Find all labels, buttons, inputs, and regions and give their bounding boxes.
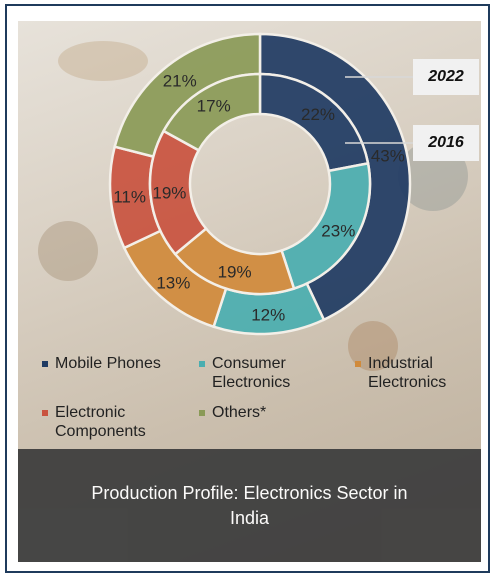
legend-swatch [42, 361, 48, 367]
data-label-inner-2: 19% [218, 262, 252, 281]
data-label-inner-4: 17% [197, 97, 231, 116]
legend-label: Mobile Phones [55, 355, 161, 372]
legend-label: Others* [212, 404, 267, 421]
caption-bar: Production Profile: Electronics Sector i… [18, 449, 481, 562]
data-label-outer-3: 11% [113, 187, 146, 206]
data-label-outer-2: 13% [156, 273, 190, 292]
legend-item-consumer-electronics: Consumer Electronics [199, 354, 290, 392]
legend-swatch [199, 410, 205, 416]
legend-swatch [355, 361, 361, 367]
legend: Mobile Phones Consumer Electronics Indus… [18, 350, 481, 450]
year-label-2016-text: 2016 [428, 134, 464, 151]
donut-slice-inner-4 [161, 72, 262, 152]
legend-item-electronic-components: Electronic Components [42, 403, 146, 441]
year-label-2022: 2022 [413, 59, 479, 95]
data-label-outer-1: 12% [251, 306, 285, 325]
legend-label: Industrial Electronics [368, 355, 447, 391]
legend-item-others: Others* [199, 403, 266, 422]
legend-label: Electronic Components [55, 404, 146, 440]
year-label-2022-text: 2022 [428, 68, 464, 85]
legend-swatch [199, 361, 205, 367]
chart-title: Production Profile: Electronics Sector i… [91, 482, 408, 528]
year-label-2016: 2016 [413, 125, 479, 161]
legend-swatch [42, 410, 48, 416]
legend-label: Consumer Electronics [212, 355, 291, 391]
data-label-outer-0: 43% [371, 146, 405, 165]
data-label-outer-4: 21% [163, 71, 197, 90]
legend-item-mobile-phones: Mobile Phones [42, 354, 161, 373]
data-label-inner-3: 19% [152, 184, 186, 203]
data-label-inner-1: 23% [321, 221, 355, 240]
data-label-inner-0: 22% [301, 105, 335, 124]
legend-item-industrial-electronics: Industrial Electronics [355, 354, 446, 392]
